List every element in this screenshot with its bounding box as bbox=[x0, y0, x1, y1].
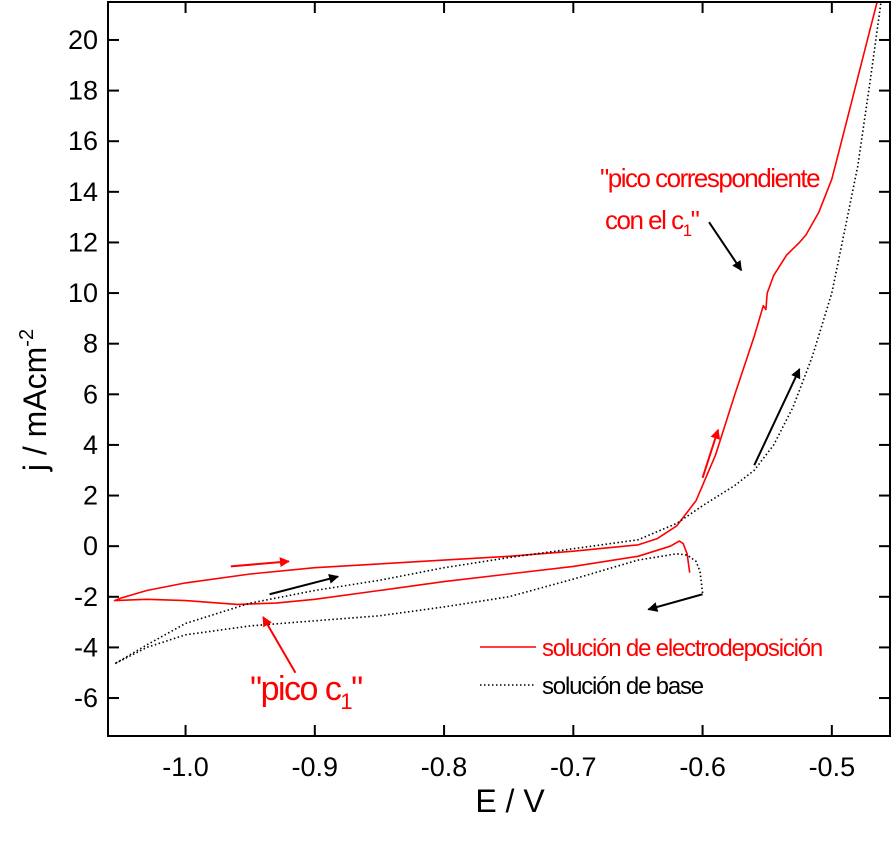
y-tick-label: 18 bbox=[68, 76, 98, 106]
y-tick-label: 12 bbox=[68, 227, 98, 257]
annotation-pico-c1: "pico c1" bbox=[250, 670, 362, 714]
y-tick-label: -2 bbox=[74, 582, 98, 612]
y-tick-label: 8 bbox=[83, 329, 98, 359]
x-tick-label: -0.5 bbox=[809, 752, 856, 782]
y-tick-label: 20 bbox=[68, 25, 98, 55]
direction-arrow-3 bbox=[701, 428, 721, 479]
direction-arrow-6 bbox=[262, 616, 297, 674]
direction-arrow-1 bbox=[269, 573, 340, 596]
annotation-pico-correspondiente-line2: con el c1" bbox=[605, 205, 700, 240]
x-tick-label: -0.8 bbox=[421, 752, 468, 782]
y-tick-label: 4 bbox=[83, 430, 98, 460]
x-tick-label: -0.9 bbox=[292, 752, 339, 782]
legend: solución de electrodeposición solución d… bbox=[480, 635, 823, 700]
annotation-pico-correspondiente-line1: "pico correspondiente bbox=[600, 163, 820, 193]
y-tick-label: -4 bbox=[74, 632, 98, 662]
direction-arrow-0 bbox=[230, 557, 290, 568]
direction-arrow-5 bbox=[708, 221, 743, 272]
y-tick-label: 2 bbox=[83, 481, 98, 511]
x-axis-title: E / V bbox=[475, 783, 545, 819]
y-tick-label: 16 bbox=[68, 126, 98, 156]
x-tick-label: -0.7 bbox=[550, 752, 597, 782]
legend-label-base: solución de base bbox=[542, 673, 704, 700]
y-tick-label: 6 bbox=[83, 379, 98, 409]
y-axis-title: j / mAcm-2 bbox=[16, 329, 53, 472]
direction-arrow-4 bbox=[753, 368, 801, 466]
x-tick-label: -1.0 bbox=[162, 752, 209, 782]
y-tick-label: 0 bbox=[83, 531, 98, 561]
series-line-1 bbox=[113, 2, 882, 665]
legend-label-electrodeposicion: solución de electrodeposición bbox=[542, 635, 822, 662]
y-tick-label: -6 bbox=[74, 683, 98, 713]
y-tick-label: 10 bbox=[68, 278, 98, 308]
x-tick-label: -0.6 bbox=[679, 752, 726, 782]
series-line-0 bbox=[113, 2, 878, 606]
plot-frame bbox=[107, 1, 891, 737]
direction-arrow-2 bbox=[647, 593, 703, 612]
y-tick-label: 14 bbox=[68, 177, 98, 207]
